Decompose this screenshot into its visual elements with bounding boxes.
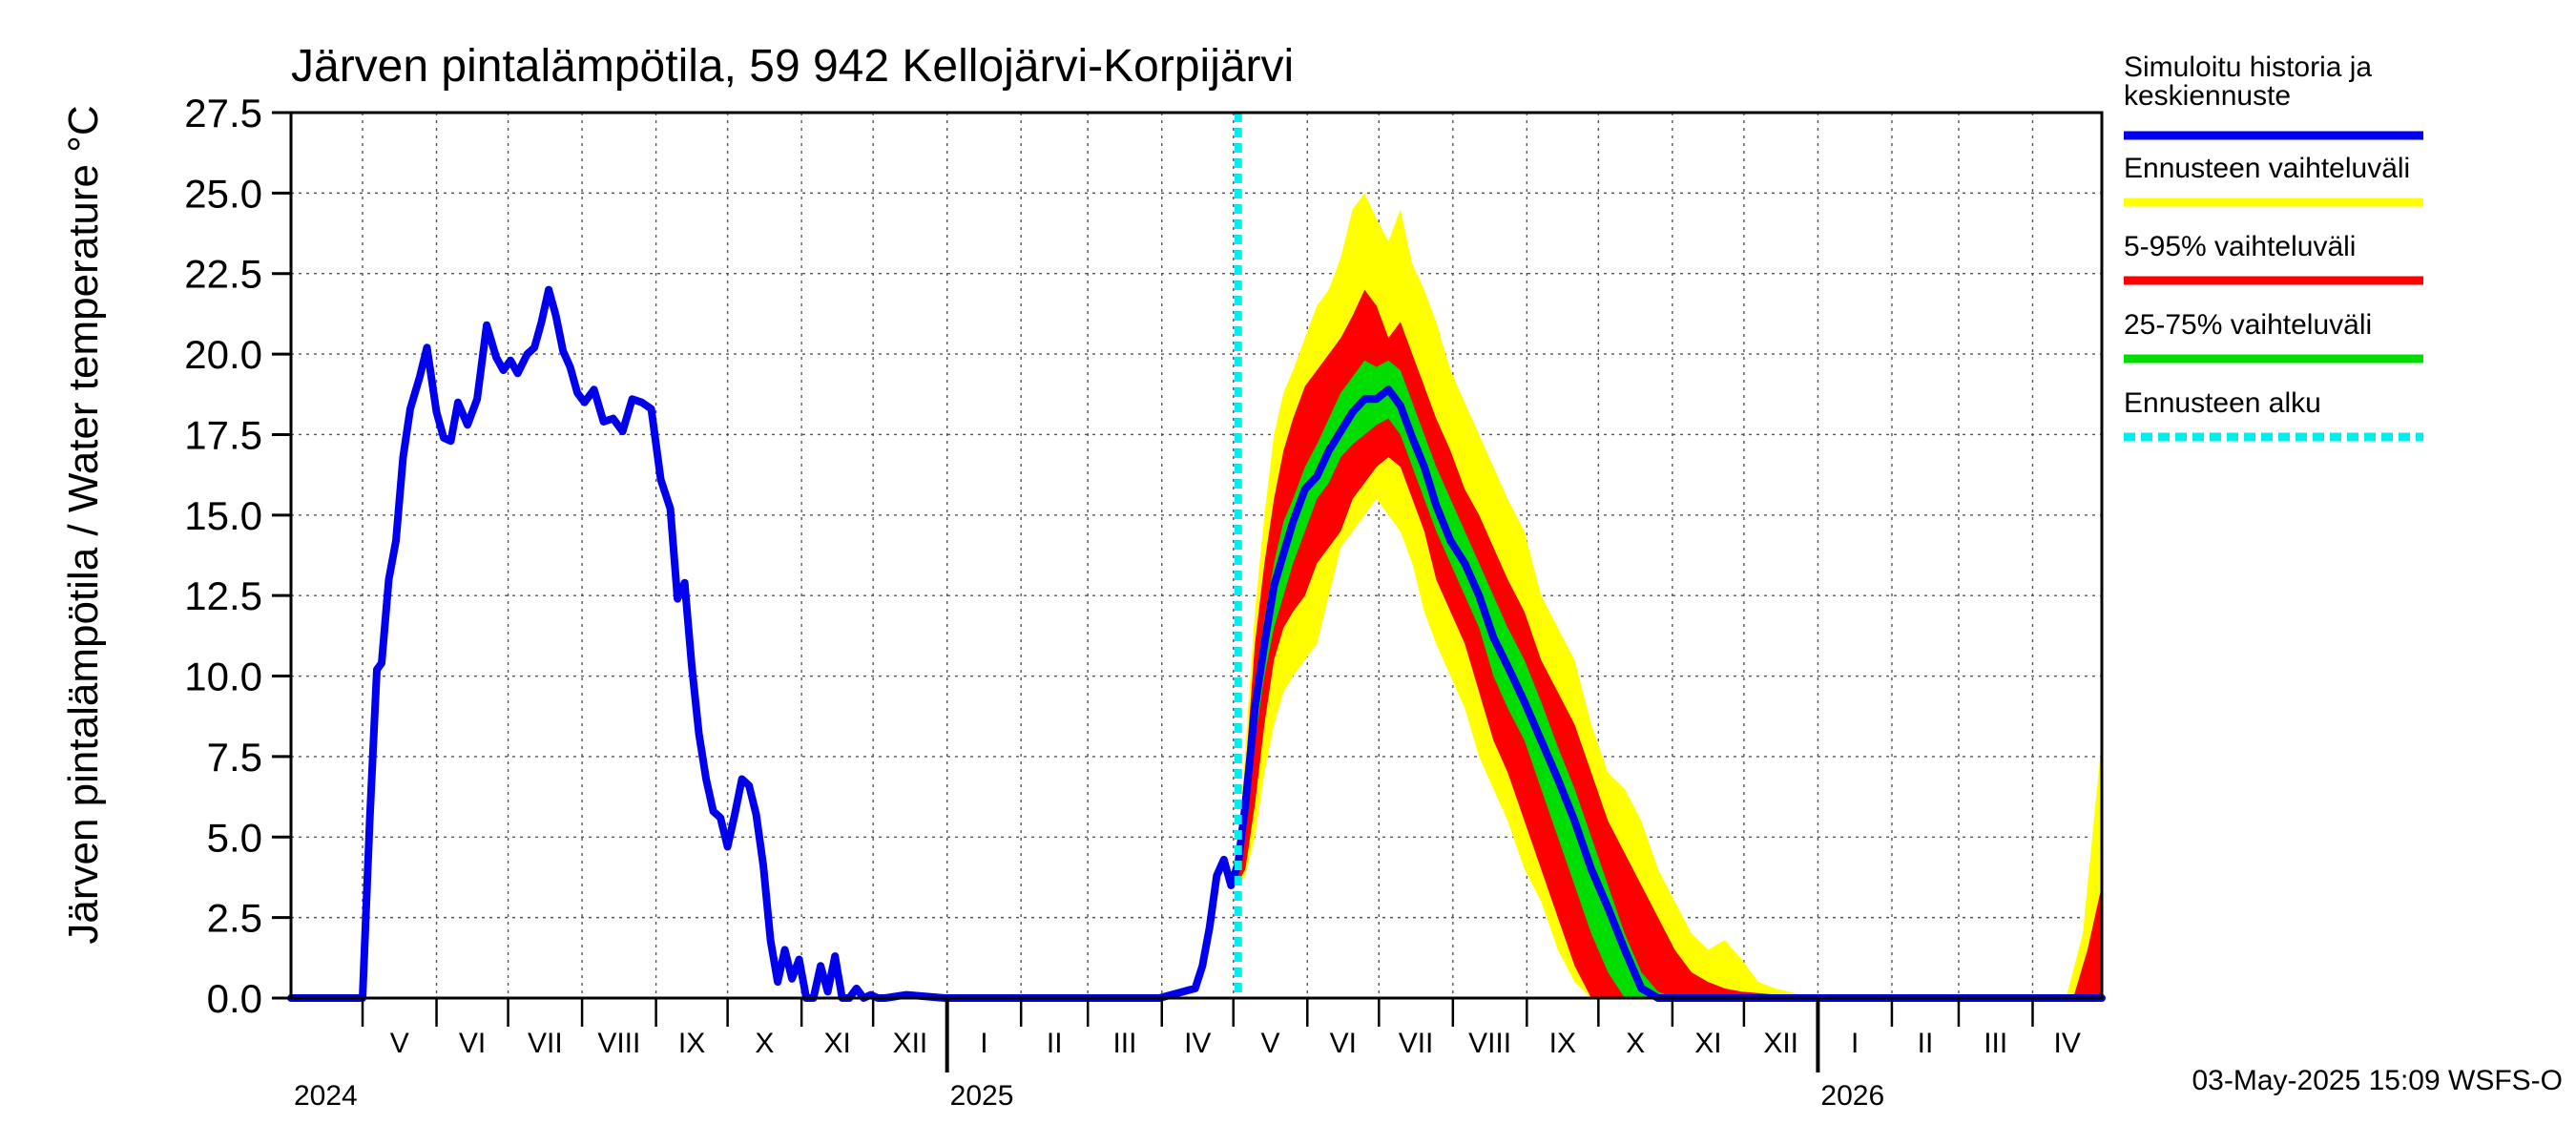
legend-label-line2: keskiennuste [2124, 80, 2291, 112]
y-axis: 0.0 2.5 5.0 7.5 10.0 12.5 15.0 17.5 20.0 22.5 25.0… [184, 91, 291, 1021]
x-month-label: III [1984, 1028, 2007, 1059]
x-month-label: VIII [1468, 1028, 1511, 1059]
x-month-label: IV [1184, 1028, 1211, 1059]
y-tick-label: 10.0 [184, 655, 262, 699]
legend-label: Simuloitu historia ja [2124, 52, 2372, 83]
x-month-label: VIII [597, 1028, 640, 1059]
footer-timestamp: 03-May-2025 15:09 WSFS-O [2192, 1065, 2564, 1096]
y-tick-label: 7.5 [207, 735, 262, 780]
x-month-label: IV [2054, 1028, 2081, 1059]
band-ennusteen-vaihteluv-li [1237, 193, 2102, 998]
x-year-label: 2026 [1820, 1080, 1884, 1112]
legend-label: Ennusteen alku [2124, 387, 2321, 419]
band-5-95-vaihteluv-li [1237, 289, 2102, 999]
legend-label: 25-75% vaihteluväli [2124, 309, 2372, 341]
x-month-label: IX [678, 1028, 705, 1059]
y-tick-label: 2.5 [207, 896, 262, 941]
y-tick-label: 15.0 [184, 493, 262, 538]
series-line-mean [287, 285, 2106, 1002]
y-tick-label: 12.5 [184, 573, 262, 618]
legend-label: Ennusteen vaihteluväli [2124, 153, 2410, 184]
y-tick-label: 22.5 [184, 252, 262, 297]
x-month-label: I [980, 1028, 987, 1059]
x-month-label: XII [1763, 1028, 1798, 1059]
y-axis-label: Järven pintalämpötila / Water temperatur… [60, 105, 107, 944]
y-tick-label: 25.0 [184, 171, 262, 216]
x-axis: V VI VII VIII IX X XI XII I II III IV V VI VII VIII IX X X… [294, 998, 2081, 1112]
forecast-bands [1237, 193, 2102, 999]
x-month-label: III [1112, 1028, 1136, 1059]
legend-label: 5-95% vaihteluväli [2124, 231, 2356, 262]
y-tick-label: 20.0 [184, 332, 262, 377]
plot-border [289, 111, 2104, 1000]
x-month-label: II [1047, 1028, 1063, 1059]
x-month-label: VII [528, 1028, 563, 1059]
x-month-label: V [1261, 1028, 1280, 1059]
y-tick-label: 5.0 [207, 815, 262, 860]
x-month-label: VI [1330, 1028, 1357, 1059]
x-month-label: VII [1399, 1028, 1434, 1059]
x-month-label: II [1918, 1028, 1934, 1059]
x-year-label: 2025 [950, 1080, 1014, 1112]
chart-title: Järven pintalämpötila, 59 942 Kellojärvi… [291, 41, 1294, 92]
x-month-label: X [1626, 1028, 1645, 1059]
x-month-label: X [755, 1028, 774, 1059]
x-month-label: XI [1694, 1028, 1721, 1059]
x-month-label: I [1851, 1028, 1859, 1059]
series-lines [287, 113, 2106, 1002]
x-month-label: V [390, 1028, 409, 1059]
plot-frame [289, 111, 2104, 1000]
y-tick-label: 17.5 [184, 412, 262, 457]
y-tick-label: 27.5 [184, 91, 262, 135]
x-month-label: VI [459, 1028, 486, 1059]
x-month-label: XII [893, 1028, 928, 1059]
x-month-label: XI [823, 1028, 850, 1059]
x-month-label: IX [1549, 1028, 1576, 1059]
y-tick-label: 0.0 [207, 976, 262, 1021]
x-year-label: 2024 [294, 1080, 358, 1112]
